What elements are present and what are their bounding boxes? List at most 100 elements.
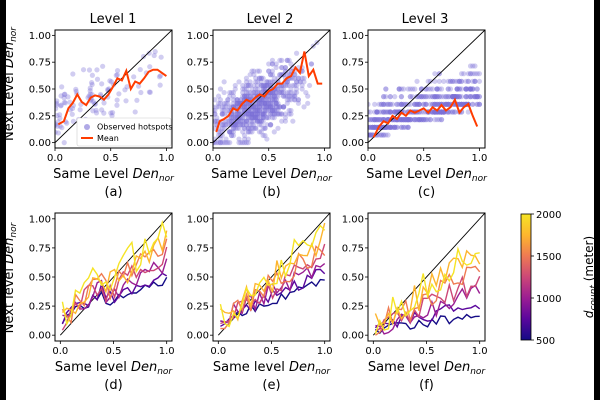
legend-label-observed: Observed hotspots (97, 123, 173, 132)
scatter-point (264, 82, 270, 89)
series-line-750 (61, 272, 168, 325)
scatter-point (405, 117, 411, 123)
scatter-point (258, 118, 264, 124)
scatter-point (383, 124, 389, 130)
scatter-point (414, 117, 420, 123)
scatter-point (241, 104, 248, 110)
scatter-point (219, 132, 225, 139)
scatter-point (61, 91, 67, 98)
scatter-point (271, 129, 277, 135)
scatter-point (264, 122, 270, 128)
scatter-point (295, 75, 302, 81)
scatter-point (228, 118, 235, 124)
x-tick-label: 0.5 (261, 153, 277, 164)
scatter-point (474, 94, 480, 100)
scatter-point (262, 86, 268, 92)
scatter-point (124, 84, 130, 90)
scatter-point (438, 109, 445, 115)
scatter-point (253, 125, 259, 131)
scatter-point (240, 129, 246, 135)
y-tick-label: 0.50 (187, 273, 209, 284)
colorbar-tick-label: 1000 (536, 294, 561, 305)
scatter-point (387, 101, 393, 107)
scatter-point (230, 129, 237, 135)
scatter-point (221, 79, 227, 85)
scatter-point (445, 94, 451, 100)
scatter-point (232, 115, 238, 121)
scatter-point (392, 94, 398, 100)
scatter-point (280, 104, 287, 110)
x-tick-label: 0.0 (365, 346, 381, 357)
scatter-point (407, 94, 413, 100)
scatter-point (254, 118, 261, 124)
scatter-point (405, 124, 411, 130)
scatter-point (266, 100, 272, 106)
scatter-point (55, 102, 60, 108)
scatter-point (219, 111, 225, 117)
scatter-point (266, 100, 272, 106)
scatter-point (438, 109, 445, 115)
x-tick-label: 1.0 (316, 153, 332, 164)
scatter-point (147, 64, 153, 70)
scatter-point (394, 101, 400, 107)
scatter-point (368, 124, 371, 130)
scatter-point (401, 86, 407, 92)
scatter-point (221, 125, 227, 131)
scatter-point (271, 79, 277, 85)
scatter-point (412, 101, 418, 107)
scatter-point (214, 104, 220, 110)
scatter-point (269, 104, 276, 110)
scatter-point (303, 89, 309, 96)
y-tick-label: 0.00 (342, 331, 364, 342)
scatter-point (64, 120, 70, 126)
y-tick-label: 0.25 (342, 111, 364, 122)
scatter-point (221, 100, 227, 106)
scatter-point (445, 101, 451, 107)
plot-area-f (372, 213, 485, 336)
scatter-point (251, 89, 257, 96)
scatter-point (421, 117, 427, 123)
scatter-point (398, 101, 405, 107)
scatter-point (266, 93, 272, 99)
scatter-point (234, 100, 240, 106)
scatter-point (273, 111, 279, 117)
scatter-point (241, 111, 248, 117)
scatter-point (260, 82, 266, 89)
scatter-point (456, 94, 462, 100)
scatter-point (407, 117, 413, 123)
scatter-point (385, 124, 391, 130)
scatter-point (234, 100, 240, 106)
scatter-point (254, 79, 261, 85)
scatter-point (221, 107, 227, 114)
scatter-point (234, 118, 240, 124)
scatter-point (398, 117, 405, 123)
scatter-point (434, 94, 440, 100)
scatter-point (273, 97, 279, 103)
scatter-point (374, 109, 380, 115)
scatter-point (271, 107, 277, 114)
scatter-point (282, 64, 289, 71)
scatter-point (376, 117, 382, 123)
colorbar-tick-label: 1500 (536, 252, 561, 263)
scatter-point (476, 101, 483, 107)
x-axis-label: Same level Dennor (55, 360, 174, 377)
scatter-point (262, 107, 268, 114)
scatter-point (232, 122, 238, 128)
scatter-point (275, 125, 281, 131)
y-tick-label: 0.00 (187, 138, 209, 149)
scatter-point (230, 132, 237, 139)
scatter-point (260, 97, 266, 103)
scatter-point (219, 125, 225, 131)
scatter-point (266, 104, 272, 110)
scatter-point (290, 118, 296, 124)
scatter-point (465, 71, 471, 77)
scatter-point (398, 94, 405, 100)
scatter-point (61, 99, 67, 106)
scatter-point (284, 57, 290, 63)
scatter-point (401, 124, 407, 130)
scatter-point (476, 71, 483, 77)
scatter-point (368, 132, 373, 138)
scatter-point (290, 75, 296, 81)
scatter-point (256, 75, 263, 81)
scatter-point (217, 140, 224, 146)
